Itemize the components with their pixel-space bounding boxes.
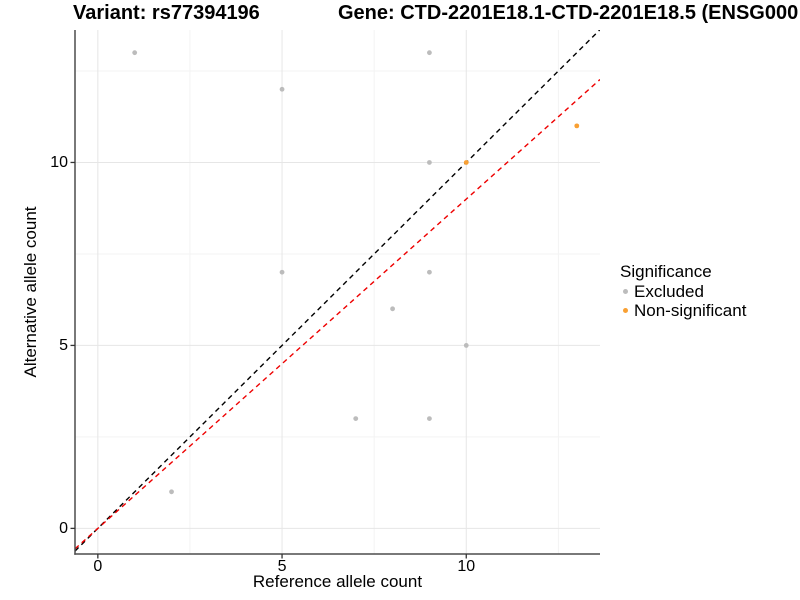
non-significant-dot-icon bbox=[623, 308, 628, 313]
data-point-non-significant bbox=[463, 160, 469, 165]
data-point-excluded bbox=[169, 489, 174, 495]
x-tick-label: 0 bbox=[93, 558, 103, 575]
legend-item-non-significant: Non-significant bbox=[620, 301, 746, 320]
y-tick-label: 0 bbox=[59, 519, 68, 537]
data-point-excluded bbox=[463, 343, 469, 348]
legend-item-excluded: Excluded bbox=[620, 282, 746, 301]
legend-item-label: Excluded bbox=[634, 282, 704, 301]
data-point-excluded bbox=[132, 50, 138, 56]
legend-item-label: Non-significant bbox=[634, 301, 747, 320]
excluded-dot-icon bbox=[623, 289, 628, 294]
data-point-excluded bbox=[390, 306, 395, 312]
data-point-excluded bbox=[427, 160, 432, 165]
x-axis-label: Reference allele count bbox=[252, 572, 423, 591]
plot-title-variant: Variant: rs77394196 bbox=[73, 2, 260, 24]
x-tick-label: 5 bbox=[277, 558, 287, 575]
data-point-excluded bbox=[427, 269, 432, 275]
legend: Significance Excluded Non-significant bbox=[620, 262, 746, 320]
identity-line bbox=[75, 30, 600, 552]
data-point-excluded bbox=[279, 269, 285, 275]
data-point-excluded bbox=[353, 416, 359, 422]
data-point-excluded bbox=[279, 86, 285, 92]
data-point-non-significant bbox=[574, 123, 580, 129]
data-point-excluded bbox=[427, 416, 432, 422]
expected-ratio-line bbox=[75, 78, 600, 550]
x-tick-label: 10 bbox=[457, 558, 476, 575]
legend-title: Significance bbox=[620, 262, 712, 281]
y-tick-label: 5 bbox=[59, 336, 68, 354]
data-point-excluded bbox=[427, 50, 432, 56]
plot-title-gene: Gene: CTD-2201E18.1-CTD-2201E18.5 (ENSG0… bbox=[338, 2, 799, 24]
y-tick-label: 10 bbox=[50, 153, 68, 171]
